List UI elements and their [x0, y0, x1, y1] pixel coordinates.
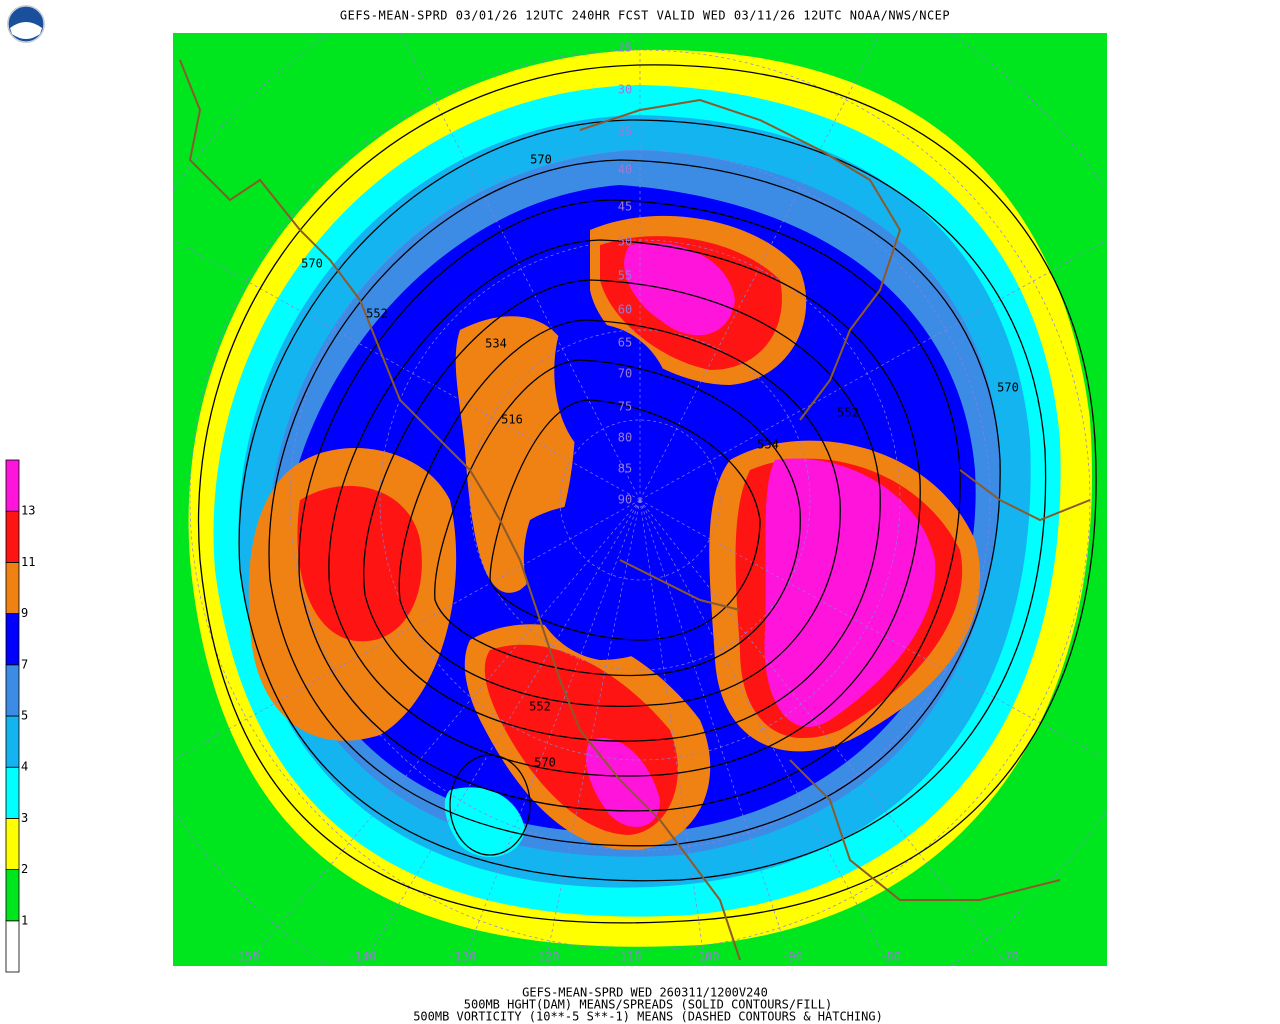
longitude-label: -90	[781, 950, 803, 964]
latitude-label: 75	[618, 400, 632, 414]
height-contours	[198, 64, 1097, 924]
spread-fill	[554, 323, 671, 462]
colorbar-swatch	[5, 766, 20, 819]
longitude-label: -100	[691, 950, 720, 964]
spread-fill	[297, 485, 422, 642]
colorbar-label: 4	[21, 760, 28, 774]
spread-fill	[624, 242, 735, 336]
colorbar: 1 2 3 4 5 7 9 11 13	[5, 459, 35, 973]
longitude-label: -70	[997, 950, 1019, 964]
longitude-label: -150	[231, 950, 260, 964]
latitude-label: 45	[618, 200, 632, 214]
latitude-label: 70	[618, 367, 632, 381]
latitude-label: 85	[618, 462, 632, 476]
coastlines	[179, 59, 1091, 961]
latitude-label: 55	[618, 269, 632, 283]
colorbar-swatch	[5, 562, 20, 615]
colorbar-label: 3	[21, 811, 28, 825]
longitude-label: -120	[531, 950, 560, 964]
title: GEFS-MEAN-SPRD 03/01/26 12UTC 240HR FCST…	[340, 9, 950, 23]
colorbar-label: 11	[21, 555, 35, 569]
contour-label: 552	[837, 406, 859, 420]
contour-label: 570	[530, 153, 552, 167]
footer-line: 500MB HGHT(DAM) MEANS/SPREADS (SOLID CON…	[464, 998, 832, 1012]
latitude-label: 35	[618, 125, 632, 139]
longitude-label: -110	[613, 950, 642, 964]
latitude-label: 40	[618, 163, 632, 177]
latitude-label: 60	[618, 303, 632, 317]
spread-fill	[764, 458, 936, 727]
contour-label: 534	[485, 337, 507, 351]
map	[173, 33, 1107, 966]
colorbar-label: 7	[21, 657, 28, 671]
spread-fill	[444, 787, 525, 857]
noaa-logo	[7, 5, 45, 43]
latitude-label: 65	[618, 336, 632, 350]
colorbar-swatch	[5, 715, 20, 768]
contour-label: 552	[366, 307, 388, 321]
contour-label: 570	[534, 756, 556, 770]
colorbar-swatch	[5, 459, 20, 512]
colorbar-swatch	[5, 613, 20, 666]
map-labels: 25 30 35 40 45 50 55 60 65 70 75 80 85 90 -150 -140 -130…	[231, 41, 1019, 964]
colorbar-label: 13	[21, 504, 35, 518]
colorbar-swatch	[5, 920, 20, 973]
contour-label: 552	[529, 700, 551, 714]
colorbar-label: 1	[21, 913, 28, 927]
colorbar-swatch	[5, 869, 20, 922]
footer-line: 500MB VORTICITY (10**-5 S**-1) MEANS (DA…	[413, 1010, 883, 1024]
contour-label: 516	[501, 413, 523, 427]
contour-label: 534	[757, 438, 779, 452]
colorbar-swatch	[5, 510, 20, 563]
latitude-label: 30	[618, 83, 632, 97]
contour-label: 570	[997, 381, 1019, 395]
footer-line: GEFS-MEAN-SPRD WED 260311/1200V240	[522, 986, 768, 1000]
longitude-label: -80	[879, 950, 901, 964]
colorbar-label: 2	[21, 862, 28, 876]
colorbar-swatch	[5, 818, 20, 871]
latitude-label: 50	[618, 235, 632, 249]
latitude-label: 90	[618, 493, 632, 507]
longitude-label: -140	[348, 950, 377, 964]
colorbar-swatch	[5, 664, 20, 717]
colorbar-label: 9	[21, 606, 28, 620]
contour-label: 570	[301, 257, 323, 271]
colorbar-label: 5	[21, 709, 28, 723]
latitude-label: 80	[618, 431, 632, 445]
latitude-label: 25	[618, 41, 632, 55]
longitude-label: -130	[448, 950, 477, 964]
